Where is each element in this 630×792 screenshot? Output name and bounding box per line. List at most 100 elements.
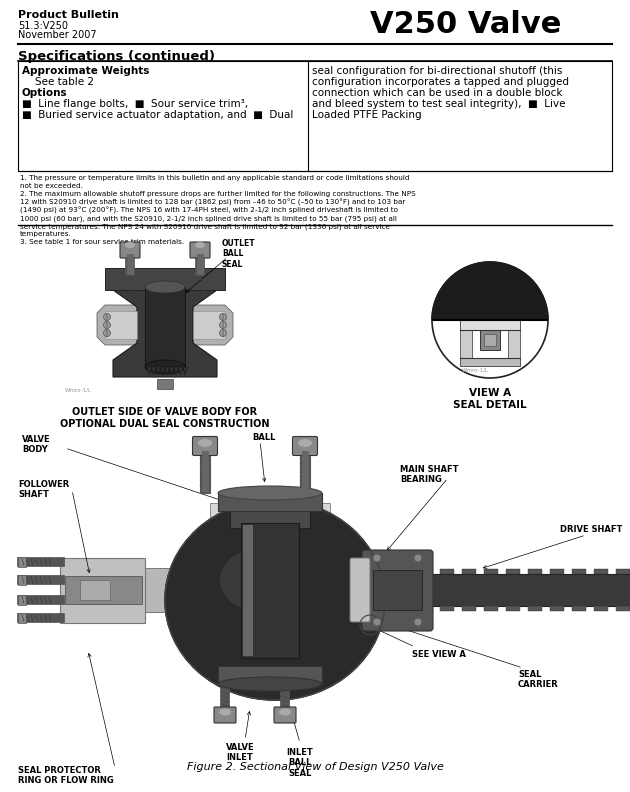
Bar xyxy=(550,569,564,574)
FancyBboxPatch shape xyxy=(274,707,296,723)
Text: 1000 psi (60 bar), and with the S20910, 2-1/2 inch splined drive shaft is limite: 1000 psi (60 bar), and with the S20910, … xyxy=(20,215,397,222)
Bar xyxy=(218,493,322,511)
Circle shape xyxy=(219,329,227,337)
Polygon shape xyxy=(178,367,183,375)
Bar xyxy=(594,606,608,611)
Polygon shape xyxy=(193,305,233,345)
Text: V250 Valve: V250 Valve xyxy=(370,10,561,39)
Polygon shape xyxy=(97,305,137,345)
Text: temperatures.: temperatures. xyxy=(20,231,72,237)
Ellipse shape xyxy=(198,439,212,447)
Text: ■  Buried service actuator adaptation, and  ■  Dual: ■ Buried service actuator adaptation, an… xyxy=(22,110,294,120)
Bar xyxy=(230,498,310,528)
Bar xyxy=(18,613,26,623)
Bar xyxy=(462,606,476,611)
Text: SEAL
CARRIER: SEAL CARRIER xyxy=(518,670,559,689)
FancyBboxPatch shape xyxy=(214,707,236,723)
Bar xyxy=(550,606,564,611)
Bar xyxy=(145,287,185,367)
Text: November 2007: November 2007 xyxy=(18,30,96,40)
Text: DRIVE SHAFT: DRIVE SHAFT xyxy=(560,525,622,534)
Bar xyxy=(193,311,225,339)
Bar xyxy=(484,334,496,346)
Text: 12 with S20910 drive shaft is limited to 128 bar (1862 psi) from –46 to 50°C (–5: 12 with S20910 drive shaft is limited to… xyxy=(20,199,405,206)
Bar xyxy=(572,569,586,574)
FancyBboxPatch shape xyxy=(190,242,210,258)
Ellipse shape xyxy=(195,242,205,248)
Text: not be exceeded.: not be exceeded. xyxy=(20,183,83,189)
Text: Options: Options xyxy=(22,88,67,98)
Bar xyxy=(18,575,26,585)
Bar xyxy=(508,330,520,358)
Bar xyxy=(506,569,520,574)
Bar xyxy=(462,569,476,574)
Polygon shape xyxy=(147,367,151,375)
Ellipse shape xyxy=(219,709,231,715)
Text: Product Bulletin: Product Bulletin xyxy=(18,10,119,20)
Bar xyxy=(18,595,26,605)
Polygon shape xyxy=(169,367,174,375)
Ellipse shape xyxy=(220,550,290,610)
Bar xyxy=(65,576,142,604)
Text: ↑: ↑ xyxy=(392,582,402,595)
Text: FOLLOWER
SHAFT: FOLLOWER SHAFT xyxy=(18,480,69,500)
Text: MAIN SHAFT
BEARING: MAIN SHAFT BEARING xyxy=(400,465,459,485)
Text: BALL: BALL xyxy=(252,433,275,442)
Circle shape xyxy=(373,554,381,562)
Polygon shape xyxy=(174,367,178,375)
Text: Approximate Weights: Approximate Weights xyxy=(22,66,149,76)
Bar xyxy=(157,379,173,389)
Text: and bleed system to test seal integrity),  ■  Live: and bleed system to test seal integrity)… xyxy=(312,99,566,109)
Ellipse shape xyxy=(279,709,291,715)
Bar xyxy=(528,569,542,574)
Text: OUTLET SIDE OF VALVE BODY FOR
OPTIONAL DUAL SEAL CONSTRUCTION: OUTLET SIDE OF VALVE BODY FOR OPTIONAL D… xyxy=(60,407,270,428)
Text: (1490 psi) at 93°C (200°F). The NPS 16 with 17-4PH steel, with 2-1/2 inch spline: (1490 psi) at 93°C (200°F). The NPS 16 w… xyxy=(20,207,398,214)
Circle shape xyxy=(103,314,110,321)
FancyBboxPatch shape xyxy=(362,550,433,631)
FancyBboxPatch shape xyxy=(292,436,318,455)
Ellipse shape xyxy=(145,281,185,293)
Bar xyxy=(572,606,586,611)
Bar xyxy=(480,330,500,350)
Bar xyxy=(105,311,137,339)
FancyBboxPatch shape xyxy=(350,558,370,622)
Text: See table 2: See table 2 xyxy=(22,77,94,87)
Circle shape xyxy=(414,554,422,562)
Bar xyxy=(440,569,454,574)
Text: service temperatures. The NPS 24 with S20910 drive shaft is limited to 92 bar (1: service temperatures. The NPS 24 with S2… xyxy=(20,223,390,230)
Text: Specifications (continued): Specifications (continued) xyxy=(18,50,215,63)
Bar xyxy=(60,558,145,623)
Text: 3. See table 1 for sour service trim materials.: 3. See table 1 for sour service trim mat… xyxy=(20,239,184,245)
Bar xyxy=(506,606,520,611)
Circle shape xyxy=(219,314,227,321)
Bar xyxy=(241,523,299,658)
Bar xyxy=(80,580,110,600)
Polygon shape xyxy=(432,262,548,320)
Circle shape xyxy=(219,322,227,329)
Text: connection which can be used in a double block: connection which can be used in a double… xyxy=(312,88,563,98)
Text: Loaded PTFE Packing: Loaded PTFE Packing xyxy=(312,110,421,120)
Text: VIEW A
SEAL DETAIL: VIEW A SEAL DETAIL xyxy=(453,388,527,409)
Bar xyxy=(243,525,253,656)
Bar xyxy=(616,606,630,611)
Circle shape xyxy=(373,618,381,626)
Bar xyxy=(594,569,608,574)
Text: INLET
BALL
SEAL: INLET BALL SEAL xyxy=(287,748,313,778)
Polygon shape xyxy=(151,367,156,375)
Polygon shape xyxy=(113,273,217,377)
Text: VALVE
BODY: VALVE BODY xyxy=(22,435,50,455)
Bar xyxy=(460,330,472,358)
Ellipse shape xyxy=(218,677,322,691)
Bar xyxy=(484,606,498,611)
Text: Wmro-1/L: Wmro-1/L xyxy=(65,387,92,392)
Bar xyxy=(616,569,630,574)
FancyBboxPatch shape xyxy=(193,436,217,455)
Text: 1. The pressure or temperature limits in this bulletin and any applicable standa: 1. The pressure or temperature limits in… xyxy=(20,175,410,181)
Bar xyxy=(484,569,498,574)
Ellipse shape xyxy=(298,439,312,447)
Text: Figure 2. Sectional View of Design V250 Valve: Figure 2. Sectional View of Design V250 … xyxy=(186,762,444,772)
Text: SEE VIEW A: SEE VIEW A xyxy=(412,650,466,659)
Bar xyxy=(218,666,322,684)
Polygon shape xyxy=(165,367,169,375)
Text: 51.3:V250: 51.3:V250 xyxy=(18,21,68,31)
